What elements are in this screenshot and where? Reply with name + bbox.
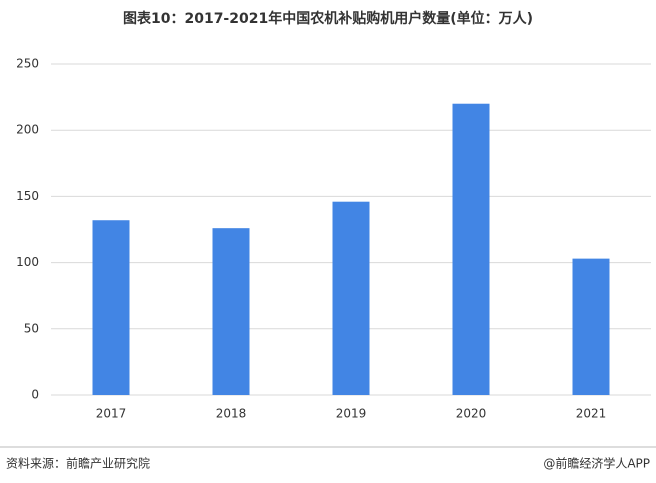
bar xyxy=(212,228,250,395)
y-tick-label: 150 xyxy=(16,189,39,203)
x-tick-label: 2021 xyxy=(576,407,607,421)
x-tick-label: 2019 xyxy=(336,407,367,421)
credit-note: @前瞻经济学人APP xyxy=(543,456,650,471)
chart-title: 图表10：2017-2021年中国农机补贴购机用户数量(单位：万人) xyxy=(123,10,533,27)
x-tick-label: 2017 xyxy=(96,407,127,421)
bar xyxy=(452,103,490,395)
y-tick-label: 0 xyxy=(31,388,39,402)
y-tick-label: 250 xyxy=(16,57,39,71)
bar xyxy=(92,220,130,395)
y-tick-label: 50 xyxy=(24,321,39,335)
bar xyxy=(332,201,370,395)
y-tick-label: 200 xyxy=(16,123,39,137)
x-tick-label: 2018 xyxy=(216,407,247,421)
y-tick-label: 100 xyxy=(16,255,39,269)
bar xyxy=(572,258,610,395)
source-note: 资料来源：前瞻产业研究院 xyxy=(6,456,150,471)
x-tick-label: 2020 xyxy=(456,407,487,421)
